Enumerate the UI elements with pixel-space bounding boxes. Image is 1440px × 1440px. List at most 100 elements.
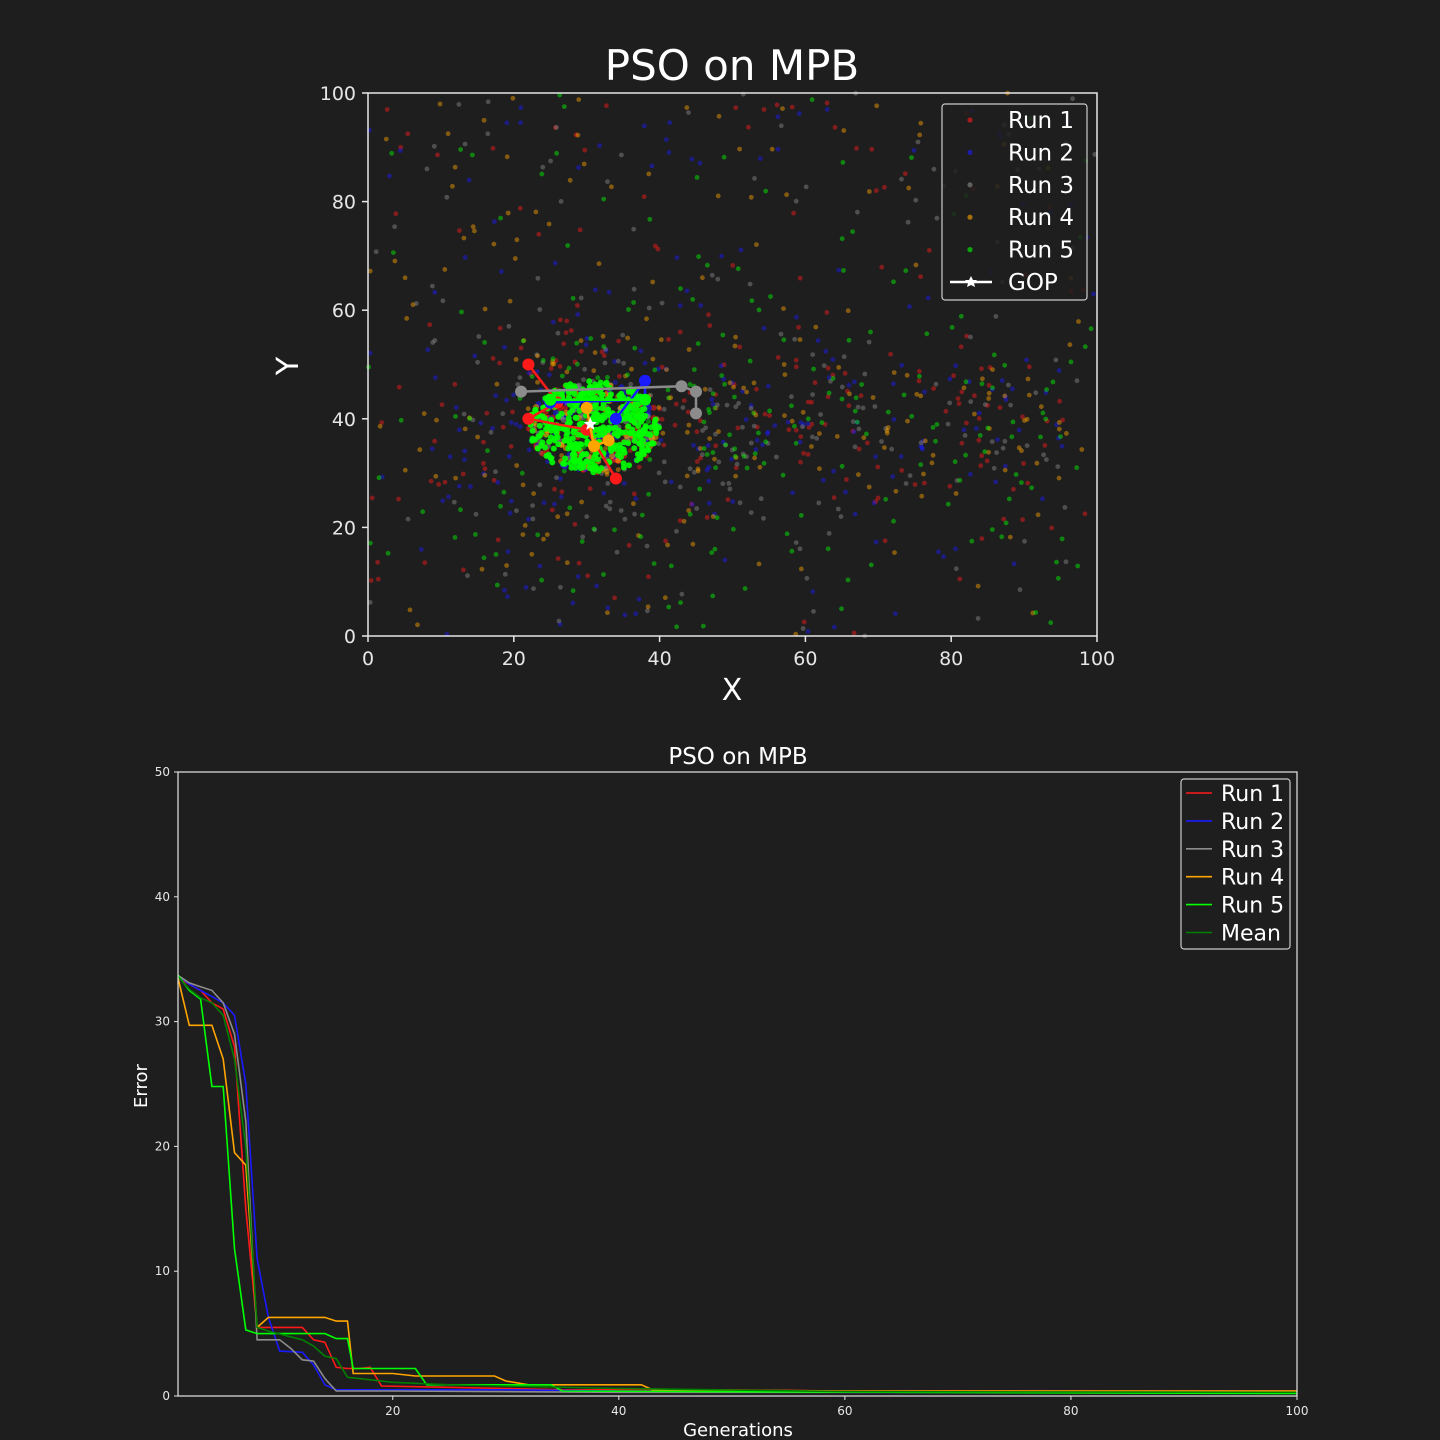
scatter-point-run-2 (592, 287, 598, 293)
scatter-point-run-2 (973, 426, 979, 431)
scatter-point-run-2 (621, 481, 627, 486)
scatter-point-run-4 (882, 445, 887, 450)
scatter-cluster-point-run-5 (648, 424, 655, 431)
scatter-point-run-5 (809, 97, 815, 103)
scatter-point-run-1 (379, 420, 385, 425)
scatter-point-run-4 (505, 210, 511, 216)
scatter-point-run-3 (810, 352, 816, 357)
scatter-point-run-2 (446, 494, 451, 500)
scatter-point-run-3 (662, 479, 668, 485)
best-position-marker-run-1 (609, 472, 622, 485)
scatter-point-run-5 (632, 345, 638, 351)
scatter-point-run-5 (752, 451, 758, 456)
scatter-point-run-5 (565, 243, 571, 248)
scatter-point-run-3 (687, 466, 693, 472)
scatter-point-run-4 (733, 334, 738, 340)
scatter-point-run-5 (1054, 559, 1059, 565)
scatter-point-run-3 (934, 215, 940, 221)
scatter-point-run-5 (868, 562, 874, 568)
scatter-point-run-1 (713, 443, 719, 449)
scatter-point-run-3 (515, 382, 521, 387)
scatter-point-run-5 (979, 381, 985, 387)
scatter-cluster-point-run-5 (555, 413, 562, 420)
scatter-point-run-5 (570, 588, 576, 594)
scatter-point-run-5 (707, 410, 712, 416)
scatter-point-run-1 (553, 358, 559, 363)
scatter-point-run-3 (811, 609, 816, 614)
scatter-point-run-4 (531, 491, 536, 496)
scatter-point-run-2 (583, 342, 589, 348)
scatter-point-run-1 (689, 501, 694, 507)
scatter-point-run-3 (656, 470, 662, 476)
scatter-point-run-5 (376, 475, 382, 481)
scatter-point-run-5 (854, 419, 860, 425)
scatter-cluster-point-run-5 (583, 458, 590, 465)
scatter-point-run-3 (614, 549, 620, 555)
scatter-cluster-point-run-5 (591, 454, 598, 461)
scatter-point-run-4 (605, 610, 610, 616)
scatter-point-run-2 (537, 563, 543, 569)
scatter-point-run-1 (775, 355, 781, 360)
scatter-point-run-5 (732, 454, 738, 459)
scatter-point-run-5 (1048, 620, 1054, 626)
scatter-point-run-4 (690, 541, 696, 547)
scatter-point-run-4 (434, 417, 439, 423)
scatter-point-run-3 (907, 473, 913, 478)
scatter-point-run-5 (839, 463, 845, 469)
scatter-point-run-4 (990, 367, 995, 372)
scatter-point-run-2 (523, 585, 529, 590)
scatter-point-run-4 (546, 221, 552, 227)
scatter-cluster-point-run-5 (534, 445, 541, 452)
scatter-point-run-1 (812, 380, 818, 386)
scatter-point-run-4 (629, 366, 634, 372)
scatter-point-run-3 (826, 531, 832, 536)
scatter-point-run-1 (552, 486, 557, 492)
scatter-cluster-point-run-5 (580, 451, 587, 458)
scatter-point-run-4 (521, 338, 527, 343)
scatter-point-run-5 (678, 286, 683, 291)
scatter-point-run-2 (765, 431, 770, 437)
scatter-point-run-2 (995, 437, 1000, 442)
scatter-point-run-3 (838, 514, 844, 519)
scatter-point-run-5 (949, 325, 955, 330)
scatter-point-run-4 (884, 428, 890, 433)
scatter-x-tick-label: 0 (362, 648, 374, 670)
scatter-point-run-2 (462, 457, 467, 462)
scatter-point-run-3 (748, 440, 754, 446)
scatter-point-run-4 (623, 373, 628, 379)
scatter-point-run-5 (420, 509, 426, 515)
scatter-point-run-3 (618, 508, 624, 513)
scatter-point-run-5 (470, 152, 475, 158)
scatter-point-run-3 (727, 486, 733, 492)
scatter-point-run-2 (367, 350, 373, 356)
scatter-cluster-point-run-5 (620, 460, 627, 467)
scatter-point-run-5 (1059, 536, 1065, 542)
scatter-point-run-5 (963, 452, 968, 458)
scatter-point-run-2 (790, 490, 795, 496)
scatter-point-run-2 (961, 427, 967, 433)
scatter-point-run-4 (798, 566, 804, 572)
scatter-point-run-1 (1011, 486, 1016, 492)
scatter-cluster-point-run-5 (625, 388, 632, 395)
scatter-cluster-point-run-5 (631, 430, 638, 437)
scatter-point-run-5 (687, 511, 693, 517)
scatter-point-run-2 (721, 376, 726, 382)
scatter-point-run-5 (1058, 434, 1063, 439)
scatter-cluster-point-run-5 (572, 441, 579, 448)
scatter-cluster-point-run-5 (634, 457, 640, 464)
scatter-point-run-3 (1055, 464, 1061, 469)
line-x-tick-label: 100 (1286, 1404, 1309, 1418)
scatter-point-run-2 (440, 498, 446, 504)
scatter-point-run-1 (865, 440, 870, 446)
scatter-point-run-2 (642, 360, 648, 366)
scatter-point-run-5 (977, 433, 983, 438)
scatter-point-run-1 (798, 459, 803, 465)
scatter-point-run-4 (1030, 610, 1036, 616)
scatter-point-run-4 (953, 491, 959, 496)
scatter-point-run-2 (466, 177, 472, 183)
scatter-legend-marker-run-1 (967, 117, 973, 123)
scatter-point-run-4 (525, 406, 531, 412)
scatter-point-run-3 (645, 608, 650, 614)
scatter-point-run-3 (793, 198, 799, 204)
scatter-ticks: 0 20 40 60 80 100 0 20 40 60 80 100 (320, 83, 1115, 670)
